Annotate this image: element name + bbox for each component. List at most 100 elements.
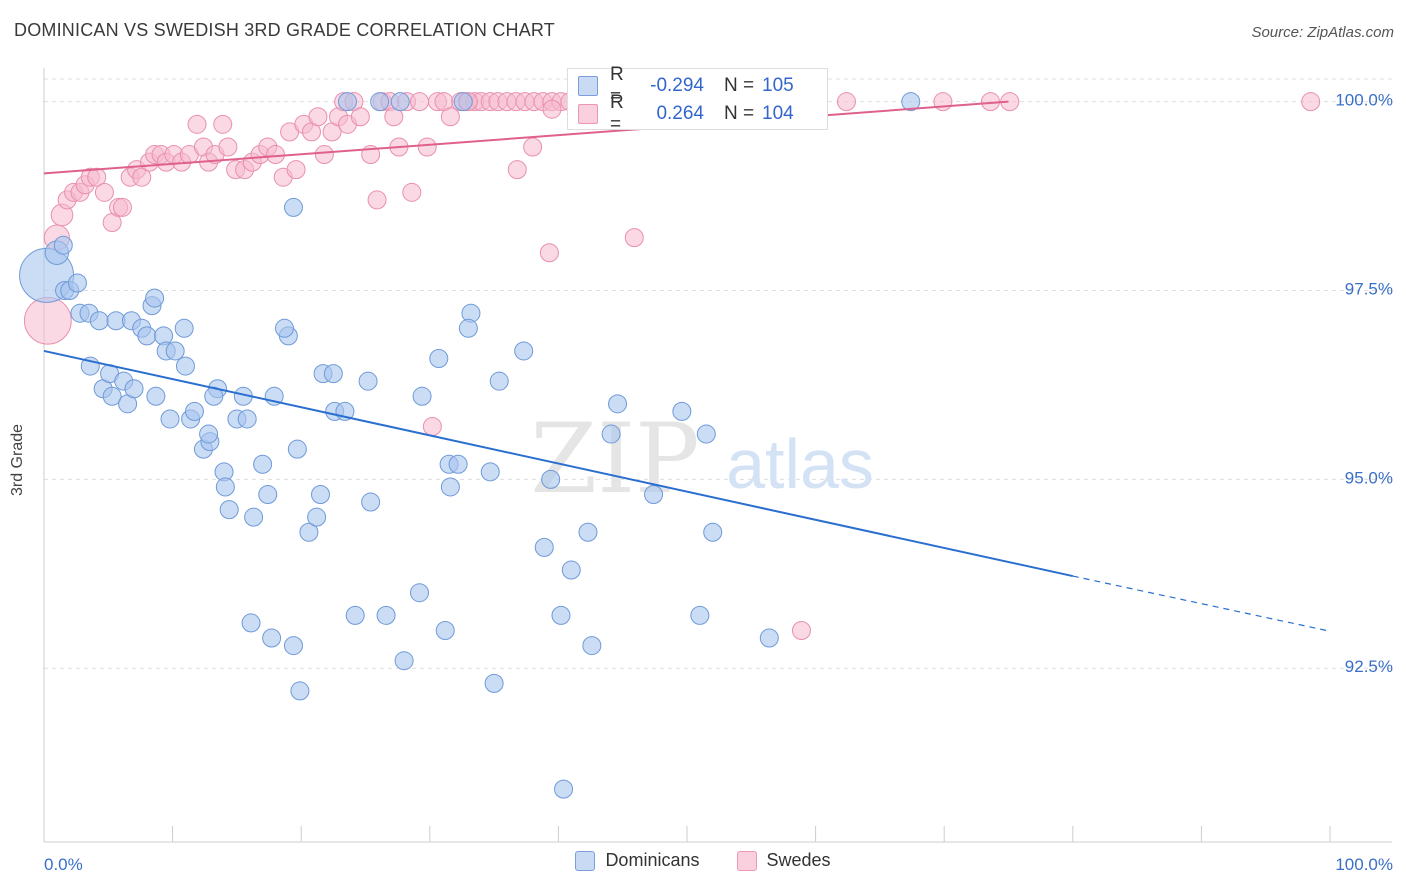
dominicans-point (759, 628, 779, 648)
dominicans-point (601, 424, 621, 444)
dominicans-point (551, 605, 571, 625)
dominicans-point (102, 386, 122, 406)
swedes-point (417, 137, 437, 157)
legend-item-swedes[interactable]: Swedes (736, 850, 831, 871)
dominicans-point (137, 326, 157, 346)
dominicans-point (175, 356, 195, 376)
zipatlas-watermark: ZIP atlas (530, 403, 874, 515)
dominicans-point (578, 522, 598, 542)
swedes-point (94, 182, 114, 202)
watermark-atlas: atlas (726, 425, 874, 503)
dominicans-points (19, 92, 921, 799)
dominicans-point (253, 454, 273, 474)
dominicans-r-value: -0.294 (650, 75, 704, 96)
swedes-point (440, 107, 460, 127)
dominicans-point (376, 605, 396, 625)
dominicans-point (410, 583, 430, 603)
stats-row-dominicans: R = -0.294 N = 105 (568, 64, 827, 107)
n-label: N = (724, 103, 755, 124)
swedes-n-value: 104 (762, 103, 794, 124)
dominicans-point (145, 288, 165, 308)
swedes-point (367, 190, 387, 210)
y-tick-label: 92.5% (1345, 657, 1393, 676)
trend-lines (43, 100, 1331, 632)
source-credit: Source: ZipAtlas.com (1251, 24, 1394, 41)
dominicans-point (215, 477, 235, 497)
dominicans-point (480, 462, 500, 482)
dominicans-point (390, 92, 410, 112)
y-tick-label: 97.5% (1345, 280, 1393, 299)
dominicans-point (435, 620, 455, 640)
dominicans-point (241, 613, 261, 633)
dominicans-point (484, 673, 504, 693)
swedes-point (422, 417, 442, 437)
dominicans-point (237, 409, 257, 429)
dominicans-point (361, 492, 381, 512)
dominicans-trend-extension (1072, 575, 1331, 632)
dominicans-swatch (575, 850, 596, 871)
y-tick-label: 95.0% (1345, 468, 1393, 487)
dominicans-point (901, 92, 921, 112)
dominicans-point (262, 628, 282, 648)
dominicans-point (370, 92, 390, 112)
dominicans-point (554, 779, 574, 799)
dominicans-point (244, 507, 264, 527)
axes (43, 68, 1392, 843)
swedes-point (624, 228, 644, 248)
swedes-point (213, 114, 233, 134)
legend-label-dominicans: Dominicans (605, 850, 700, 870)
dominicans-point (534, 537, 554, 557)
dominicans-point (219, 500, 239, 520)
dominicans-point (608, 394, 628, 414)
swedes-point (507, 160, 527, 180)
swedes-points (23, 92, 1321, 640)
dominicans-point (448, 454, 468, 474)
swedes-point (218, 137, 238, 157)
dominicans-point (160, 409, 180, 429)
swedes-point (539, 243, 559, 263)
dominicans-point (124, 379, 144, 399)
swedes-point (132, 167, 152, 187)
swedes-r-value: 0.264 (656, 103, 704, 124)
dominicans-point (345, 605, 365, 625)
dominicans-point (283, 197, 303, 217)
dominicans-point (290, 681, 310, 701)
dominicans-point (541, 469, 561, 489)
stats-row-swedes: R = 0.264 N = 104 (568, 92, 827, 135)
swedes-stat-swatch (578, 104, 598, 124)
swedes-point (350, 107, 370, 127)
dominicans-point (307, 507, 327, 527)
dominicans-point (323, 364, 343, 384)
chart-legend: Dominicans Swedes (0, 850, 1406, 876)
swedes-point (410, 92, 430, 112)
dominicans-point (703, 522, 723, 542)
r-label: R = (610, 64, 624, 107)
swedes-point (402, 182, 422, 202)
dominicans-point (199, 424, 219, 444)
dominicans-point (53, 235, 73, 255)
swedes-point (112, 197, 132, 217)
swedes-point (87, 167, 107, 187)
dominicans-point (287, 439, 307, 459)
dominicans-point (561, 560, 581, 580)
tick-labels: 92.5% 95.0% 97.5% 100.0% 0.0% 100.0% (44, 91, 1393, 874)
swedes-point (314, 145, 334, 165)
chart-title: DOMINICAN VS SWEDISH 3RD GRADE CORRELATI… (14, 20, 555, 40)
dominicans-point (337, 92, 357, 112)
dominicans-point (644, 484, 664, 504)
swedes-point (265, 145, 285, 165)
dominicans-point (283, 636, 303, 656)
dominicans-point (690, 605, 710, 625)
dominicans-point (146, 386, 166, 406)
dominicans-point (458, 318, 478, 338)
swedes-point (23, 296, 72, 345)
dominicans-n-value: 105 (762, 75, 794, 96)
swedes-point (308, 107, 328, 127)
dominicans-point (672, 401, 692, 421)
dominicans-point (429, 349, 449, 369)
dominicans-point (299, 522, 319, 542)
swedes-point (791, 620, 811, 640)
legend-item-dominicans[interactable]: Dominicans (575, 850, 699, 871)
x-tick-label: 100.0% (1335, 855, 1393, 874)
dominicans-point (582, 636, 602, 656)
